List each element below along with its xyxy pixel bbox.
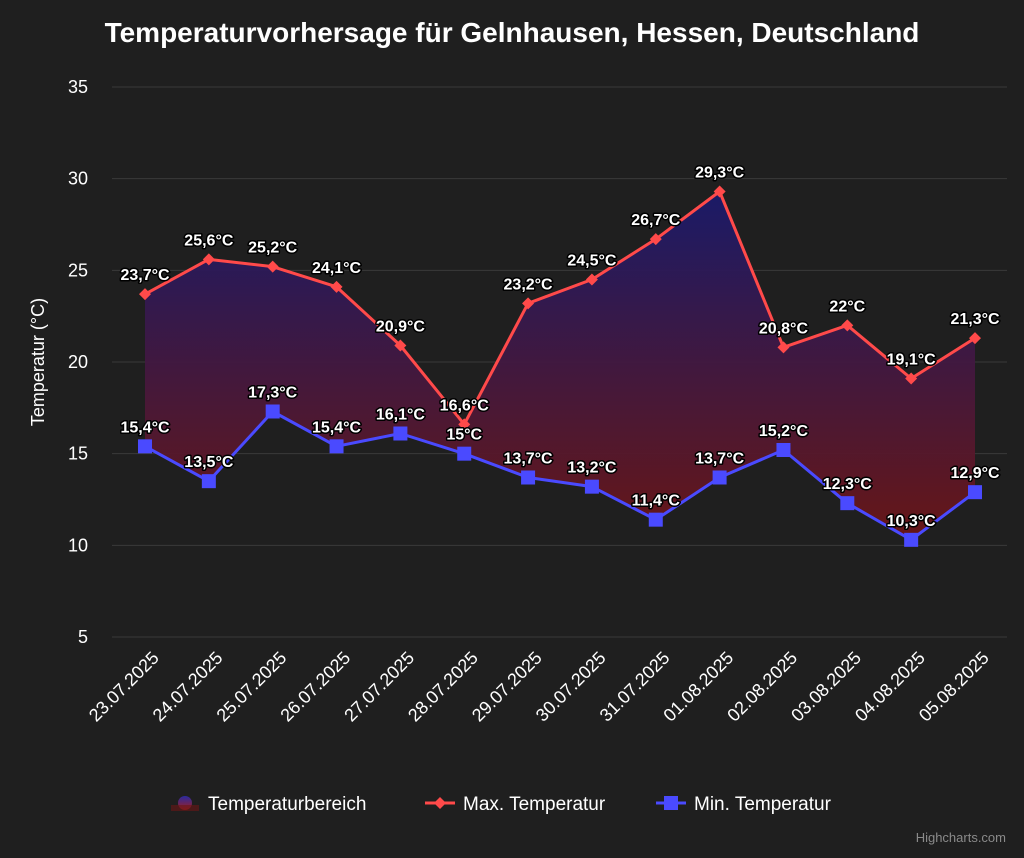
max-temperature-point [202, 253, 215, 266]
max-temperature-point [266, 260, 279, 273]
min-temperature-label: 13,5°C [184, 454, 234, 471]
range-area [145, 191, 975, 540]
legend-min-label: Min. Temperatur [694, 794, 832, 815]
max-temperature-label: 29,3°C [695, 165, 745, 182]
min-temperature-label: 16,1°C [376, 407, 426, 424]
y-axis-label: Temperatur (°C) [28, 298, 48, 426]
min-temperature-label: 15,4°C [312, 419, 362, 436]
max-temperature-point [458, 418, 471, 431]
min-temperature-point [840, 496, 855, 511]
min-temperature-label: 13,7°C [695, 451, 745, 468]
max-temperature-label: 25,2°C [248, 240, 298, 257]
max-temperature-point [522, 297, 535, 310]
min-temperature-label: 15,2°C [759, 423, 809, 440]
legend-range-label: Temperaturbereich [208, 794, 366, 815]
max-temperature-point [777, 341, 790, 354]
y-tick-label: 30 [68, 169, 88, 189]
min-temperature-label: 13,2°C [567, 460, 617, 477]
max-temperature-label: 24,5°C [567, 253, 617, 270]
min-temperature-point [329, 439, 344, 454]
max-temperature-label: 20,9°C [376, 319, 426, 336]
min-temperature-point [584, 479, 599, 494]
min-temperature-point [648, 512, 663, 527]
min-temperature-point [521, 470, 536, 485]
max-temperature-point [394, 339, 407, 352]
max-temperature-label: 20,8°C [759, 320, 809, 337]
min-temperature-line [144, 410, 976, 542]
y-tick-label: 20 [68, 352, 88, 372]
y-tick-label: 25 [68, 260, 88, 280]
x-axis-ticks: 23.07.202524.07.202525.07.202526.07.2025… [85, 648, 993, 726]
min-temperature-label: 10,3°C [887, 513, 937, 530]
chart-title: Temperaturvorhersage für Gelnhausen, Hes… [105, 17, 920, 48]
max-temperature-label: 16,6°C [440, 397, 490, 414]
max-temperature-point [841, 319, 854, 332]
min-temperature-point [776, 443, 791, 457]
legend-range-swatch [171, 805, 199, 811]
min-temperature-point [968, 485, 982, 500]
max-temperature-label: 21,3°C [950, 311, 1000, 328]
min-temperature-point [265, 404, 280, 419]
max-temperature-label: 23,2°C [504, 276, 554, 293]
series-lines [144, 190, 976, 542]
y-tick-label: 10 [68, 535, 88, 555]
temperature-range-area [145, 191, 975, 540]
min-temperature-label: 17,3°C [248, 385, 298, 402]
min-temperature-label: 12,9°C [950, 465, 1000, 482]
max-temperature-label: 26,7°C [631, 212, 681, 229]
x-tick-label: 05.08.2025 [915, 648, 993, 726]
legend-item-max: Max. Temperatur [425, 794, 606, 815]
min-temperature-point [201, 474, 216, 489]
legend: Temperaturbereich Max. Temperatur Min. Tem… [171, 794, 832, 815]
max-temperature-label: 24,1°C [312, 260, 362, 277]
legend-max-label: Max. Temperatur [463, 794, 606, 815]
min-temperature-label: 11,4°C [632, 493, 681, 510]
max-temperature-label: 23,7°C [120, 267, 170, 284]
y-tick-label: 5 [78, 627, 88, 647]
min-temperature-label: 15,4°C [120, 419, 170, 436]
max-temperature-point [713, 185, 726, 198]
max-temperature-point [649, 233, 662, 246]
series-markers [138, 185, 982, 547]
legend-min-icon [664, 796, 678, 810]
data-labels: 23,7°C 25,6°C 25,2°C 24,1°C 20,9°C 16,6°C 23,2… [119, 163, 1002, 531]
max-temperature-label: 25,6°C [184, 232, 234, 249]
min-temperature-label: 13,7°C [504, 451, 554, 468]
min-temperature-point [393, 426, 408, 441]
legend-max-icon [434, 797, 446, 809]
max-temperature-point [969, 332, 981, 345]
legend-item-min: Min. Temperatur [656, 794, 832, 815]
max-temperature-line [144, 190, 976, 426]
max-temperature-label: 19,1°C [887, 352, 937, 369]
max-temperature-label: 22°C [829, 298, 865, 315]
max-temperature-point [905, 372, 918, 385]
y-axis-ticks: 5 10 15 20 25 30 35 [68, 77, 88, 647]
min-temperature-point [904, 532, 919, 547]
min-temperature-point [138, 439, 152, 454]
y-tick-label: 15 [68, 444, 88, 464]
max-temperature-point [585, 273, 598, 286]
min-temperature-point [457, 446, 472, 461]
min-temperature-label: 15°C [446, 427, 482, 444]
max-temperature-point [330, 280, 343, 293]
min-temperature-point [712, 470, 727, 485]
min-temperature-label: 12,3°C [823, 476, 873, 493]
y-tick-label: 35 [68, 77, 88, 97]
max-temperature-point [139, 288, 151, 301]
credit-link[interactable]: Highcharts.com [915, 830, 1006, 845]
legend-item-range: Temperaturbereich [171, 794, 366, 815]
